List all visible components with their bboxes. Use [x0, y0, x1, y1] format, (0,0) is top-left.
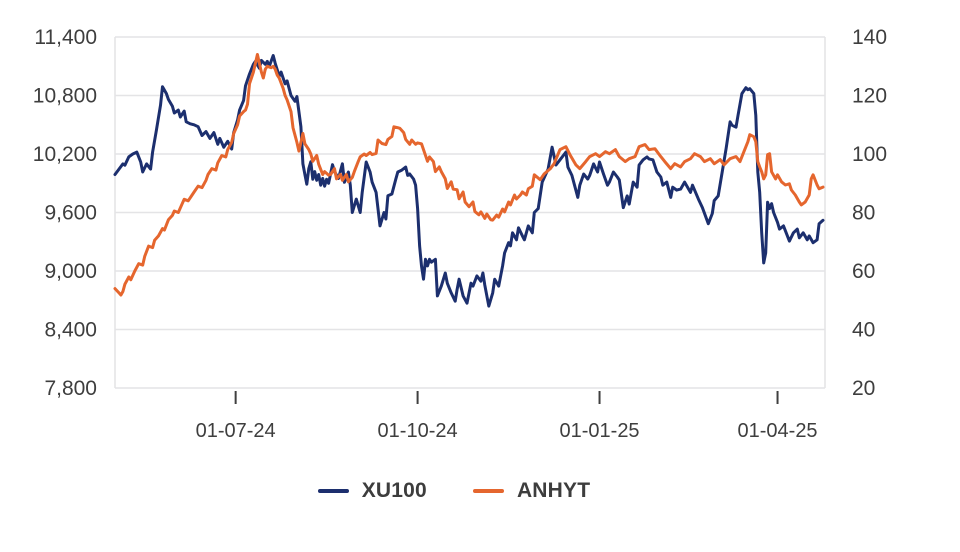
anhyt-legend-label: ANHYT	[516, 479, 591, 502]
xu100-legend-label: XU100	[361, 479, 427, 502]
x-axis-tick-label: 01-10-24	[378, 420, 458, 442]
y-axis-left-tick-label: 10,800	[33, 85, 97, 108]
y-axis-right-tick-label: 80	[852, 202, 875, 225]
x-axis-tick-label: 01-04-25	[738, 420, 818, 442]
anhyt-series-line	[113, 53, 825, 297]
x-axis-tick-label: 01-01-25	[560, 420, 640, 442]
legend: XU100 ANHYT	[0, 479, 934, 503]
y-axis-right-tick-label: 20	[852, 377, 875, 400]
y-axis-right-tick-label: 60	[852, 260, 875, 283]
legend-item-anhyt: ANHYT	[472, 479, 591, 503]
y-axis-right-tick-label: 120	[852, 85, 887, 108]
y-axis-left-tick-label: 11,400	[34, 26, 97, 49]
y-axis-right-tick-label: 100	[852, 143, 887, 166]
xu100-series-line	[113, 54, 825, 308]
xu100-legend-swatch	[317, 489, 349, 493]
x-axis-tick-label: 01-07-24	[196, 420, 276, 442]
legend-item-xu100: XU100	[317, 479, 427, 503]
y-axis-left-tick-label: 9,600	[44, 202, 97, 225]
anhyt-legend-swatch	[472, 489, 504, 493]
y-axis-right-tick-label: 40	[852, 319, 875, 342]
y-axis-left-tick-label: 8,400	[44, 319, 97, 342]
line-chart-canvas: 7,800 20 8,400 40 9,000 60 9,600 80 10,200 100 10,…	[33, 26, 887, 442]
y-axis-left-tick-label: 7,800	[44, 377, 97, 400]
y-axis-left-tick-label: 9,000	[44, 260, 97, 283]
y-axis-right-tick-label: 140	[852, 26, 887, 49]
y-axis-left-tick-label: 10,200	[33, 143, 97, 166]
